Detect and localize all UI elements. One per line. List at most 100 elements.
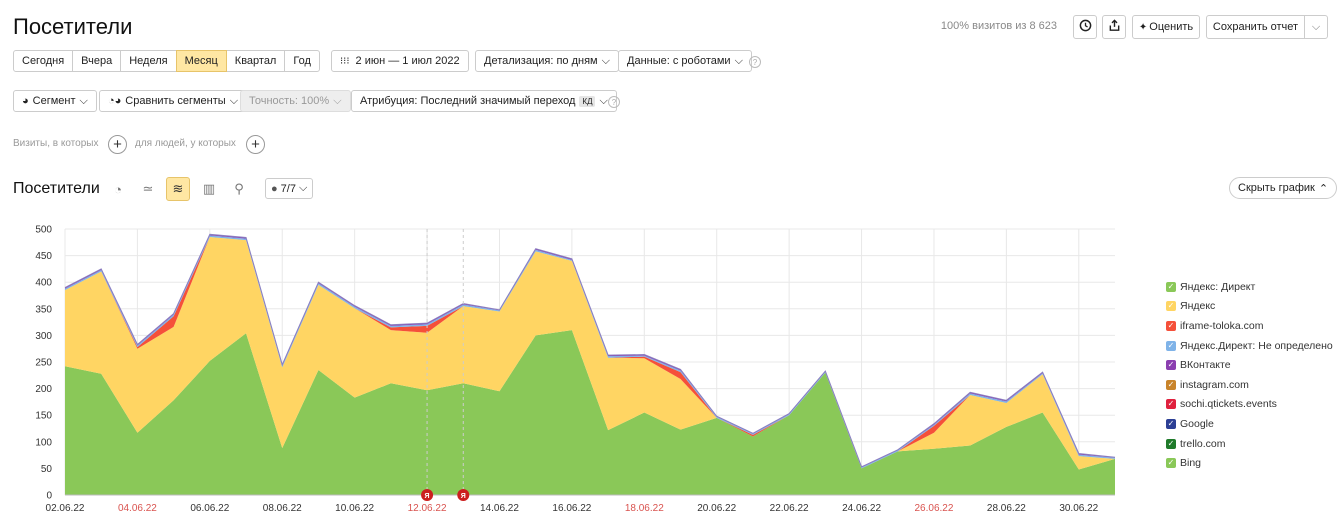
y-tick-label: 0 [46, 491, 52, 502]
period-month[interactable]: Месяц [175, 50, 227, 72]
pie-chart-icon: ◔ [114, 181, 122, 197]
export-button[interactable] [1102, 15, 1126, 39]
rate-label: Оценить [1149, 21, 1194, 33]
legend-label: Bing [1180, 457, 1202, 470]
add-people-filter-button[interactable]: + [246, 135, 265, 154]
attribution-label: Атрибуция: Последний значимый переход [360, 95, 576, 107]
compare-segments-button[interactable]: ◔◕ Сравнить сегменты ⌵ [99, 90, 248, 112]
help-icon[interactable]: ? [749, 56, 761, 68]
x-axis: 02.06.22 04.06.22 06.06.22 08.06.22 10.06.22… [46, 494, 1115, 514]
rate-button[interactable]: ✦ Оценить [1132, 15, 1200, 39]
legend-item-toloka[interactable]: ✓ iframe-toloka.com [1166, 316, 1333, 336]
x-tick-label: 16.06.22 [552, 503, 591, 514]
checkbox-icon: ✓ [1166, 340, 1176, 351]
hide-chart-button[interactable]: Скрыть график ⌃ [1229, 177, 1338, 199]
clock-icon [1079, 19, 1092, 35]
chart-type-area[interactable]: ≋ [166, 177, 190, 201]
y-tick-label: 200 [35, 384, 52, 395]
x-tick-label: 12.06.22 [408, 503, 447, 514]
legend-label: Яндекс.Директ: Не определено [1180, 339, 1333, 352]
period-week[interactable]: Неделя [120, 50, 177, 72]
legend-item-bing[interactable]: ✓ Bing [1166, 453, 1333, 473]
accuracy-select[interactable]: Точность: 100% ⌵ [240, 90, 351, 112]
plus-icon: + [251, 136, 260, 153]
checkbox-icon: ✓ [1166, 379, 1176, 390]
checkbox-icon: ✓ [1166, 320, 1176, 331]
y-tick-label: 300 [35, 331, 52, 342]
chevron-down-icon: ⌵ [734, 54, 743, 67]
chevron-down-icon: ⌵ [333, 94, 342, 107]
x-tick-label: 08.06.22 [263, 503, 302, 514]
series-selector[interactable]: ● 7/7 ⌵ [265, 178, 314, 199]
series-count: 7/7 [280, 182, 296, 195]
chevron-up-icon: ⌃ [1318, 182, 1329, 195]
legend-item-google[interactable]: ✓ Google [1166, 414, 1333, 434]
help-icon[interactable]: ? [608, 96, 620, 108]
x-tick-label: 22.06.22 [770, 503, 809, 514]
period-yesterday[interactable]: Вчера [72, 50, 122, 72]
y-tick-label: 400 [35, 278, 52, 289]
detail-select[interactable]: Детализация: по дням ⌵ [475, 50, 619, 72]
chart-legend: ✓ Яндекс: Директ ✓ Яндекс ✓ iframe-toloka.com… [1166, 277, 1333, 473]
date-range-picker[interactable]: ⁝⁝⁝ 2 июн — 1 июл 2022 [331, 50, 469, 72]
chevron-down-icon: ⌵ [229, 94, 239, 107]
period-today[interactable]: Сегодня [13, 50, 74, 72]
x-tick-label: 02.06.22 [46, 503, 85, 514]
x-tick-label: 28.06.22 [987, 503, 1026, 514]
legend-label: ВКонтакте [1180, 359, 1231, 372]
checkbox-icon: ✓ [1166, 360, 1176, 371]
detail-label: Детализация: по дням [484, 55, 598, 67]
save-report-button[interactable]: Сохранить отчет [1206, 15, 1305, 39]
checkbox-icon: ✓ [1166, 301, 1176, 312]
period-switcher: Сегодня Вчера Неделя Месяц Квартал Год [13, 50, 320, 72]
chart-type-bar[interactable]: ▥ [197, 177, 221, 201]
segment-button[interactable]: ◕ Сегмент ⌵ [13, 90, 97, 112]
legend-item-qtickets[interactable]: ✓ sochi.qtickets.events [1166, 395, 1333, 415]
event-marker-label: Я [461, 493, 466, 500]
y-tick-label: 250 [35, 358, 52, 369]
x-tick-label: 10.06.22 [335, 503, 374, 514]
line-chart-icon: ≃ [142, 181, 154, 196]
period-year[interactable]: Год [284, 50, 320, 72]
legend-label: Google [1180, 417, 1214, 430]
x-tick-label: 18.06.22 [625, 503, 664, 514]
legend-item-direct[interactable]: ✓ Яндекс: Директ [1166, 277, 1333, 297]
data-select[interactable]: Данные: с роботами ⌵ [618, 50, 752, 72]
sparkle-icon: ✦ [1138, 21, 1148, 33]
people-filter-label: для людей, у которых [135, 138, 236, 149]
legend-label: instagram.com [1180, 378, 1249, 391]
x-tick-label: 24.06.22 [842, 503, 881, 514]
chart-type-map[interactable]: ⚲ [227, 177, 251, 201]
legend-item-instagram[interactable]: ✓ instagram.com [1166, 375, 1333, 395]
visits-filter-label: Визиты, в которых [13, 138, 99, 149]
legend-item-vk[interactable]: ✓ ВКонтакте [1166, 355, 1333, 375]
y-tick-label: 150 [35, 411, 52, 422]
chart-type-line[interactable]: ≃ [136, 177, 160, 201]
chart-areas [64, 233, 1116, 495]
plus-icon: + [113, 136, 122, 153]
legend-label: Яндекс: Директ [1180, 280, 1256, 293]
legend-item-direct_undef[interactable]: ✓ Яндекс.Директ: Не определено [1166, 336, 1333, 356]
history-button[interactable] [1073, 15, 1097, 39]
area-series-direct [65, 330, 1115, 495]
x-tick-label: 06.06.22 [190, 503, 229, 514]
date-range-label: 2 июн — 1 июл 2022 [355, 55, 460, 67]
calendar-icon: ⁝⁝⁝ [340, 55, 350, 67]
period-quarter[interactable]: Квартал [225, 50, 286, 72]
y-tick-label: 100 [35, 437, 52, 448]
attribution-select[interactable]: Атрибуция: Последний значимый переход КД… [351, 90, 617, 112]
legend-item-yandex[interactable]: ✓ Яндекс [1166, 297, 1333, 317]
pie-icon: ◕ [22, 95, 29, 107]
checkbox-icon: ✓ [1166, 281, 1176, 292]
compare-label: Сравнить сегменты [125, 95, 226, 107]
chart-type-pie[interactable]: ◔ [106, 177, 130, 201]
legend-item-trello[interactable]: ✓ trello.com [1166, 434, 1333, 454]
area-series-yandex [65, 236, 1115, 470]
y-tick-label: 50 [41, 464, 53, 475]
area-chart-icon: ≋ [172, 181, 184, 196]
add-visits-filter-button[interactable]: + [108, 135, 127, 154]
save-options-button[interactable]: ⌵ [1304, 15, 1328, 39]
page-title: Посетители [13, 14, 133, 39]
